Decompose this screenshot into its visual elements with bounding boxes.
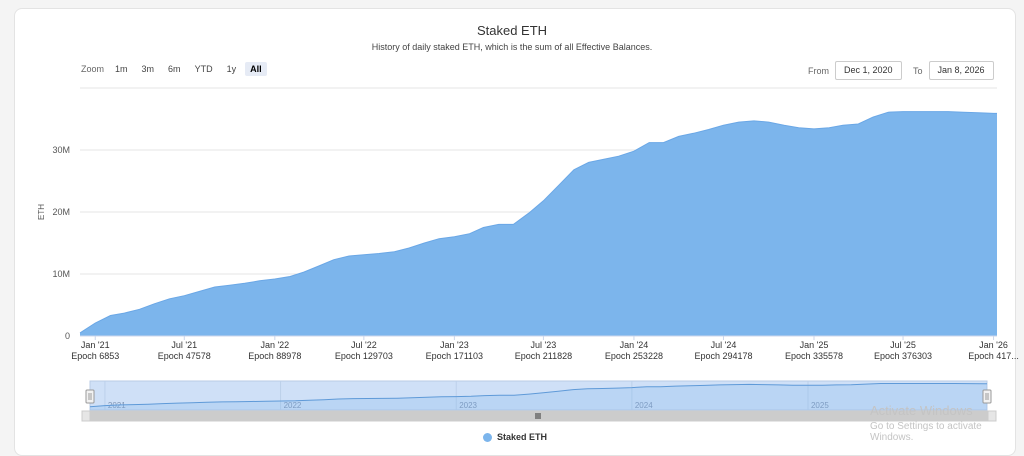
x-tick-epoch: Epoch 171103 xyxy=(426,351,483,361)
x-tick-label: Jul '22 xyxy=(351,340,377,350)
zoom-3m-button[interactable]: 3m xyxy=(141,64,155,74)
x-tick-epoch: Epoch 47578 xyxy=(158,351,211,361)
activate-windows-title: Activate Windows xyxy=(870,403,973,418)
series-line-staked-eth xyxy=(79,111,997,334)
x-tick-label: Jul '24 xyxy=(711,340,737,350)
activate-windows-hint: Go to Settings to activate Windows. xyxy=(870,421,982,443)
navigator-series-area xyxy=(90,383,987,410)
x-tick-label: Jul '23 xyxy=(531,340,557,350)
x-tick-epoch: Epoch 88978 xyxy=(248,351,301,361)
y-tick-label: 20M xyxy=(52,207,70,217)
x-tick-label: Jan '22 xyxy=(260,340,289,350)
range-from: From Dec 1, 2020 xyxy=(808,61,902,80)
zoom-bar: Zoom 1m 3m 6m YTD 1y All xyxy=(81,62,271,76)
y-axis-title: ETH xyxy=(37,204,46,220)
x-tick-epoch: Epoch 294178 xyxy=(694,351,752,361)
x-tick-epoch: Epoch 335578 xyxy=(785,351,843,361)
x-tick-epoch: Epoch 211828 xyxy=(515,351,572,361)
scrollbar-right-arrow[interactable] xyxy=(987,410,997,422)
x-tick-label: Jan '23 xyxy=(440,340,469,350)
x-tick-label: Jan '24 xyxy=(620,340,649,350)
y-tick-label: 30M xyxy=(52,145,70,155)
navigator-year-label: 2022 xyxy=(284,401,302,410)
navigator-right-handle[interactable] xyxy=(982,389,992,404)
navigator-year-label: 2024 xyxy=(635,401,653,410)
legend-marker xyxy=(483,432,492,442)
navigator-year-label: 2023 xyxy=(459,401,477,410)
from-label: From xyxy=(808,65,829,76)
to-date-input[interactable]: Jan 8, 2026 xyxy=(928,61,994,80)
y-tick-label: 10M xyxy=(52,269,70,279)
x-tick-label: Jul '21 xyxy=(171,340,197,350)
y-tick-label: 0 xyxy=(65,331,70,341)
x-tick-epoch: Epoch 417... xyxy=(968,351,1019,361)
x-tick-label: Jan '26 xyxy=(979,340,1008,350)
zoom-1y-button[interactable]: 1y xyxy=(226,64,237,74)
chart-subtitle: History of daily staked ETH, which is th… xyxy=(371,42,653,52)
scrollbar-left-arrow[interactable] xyxy=(81,410,91,422)
x-tick-epoch: Epoch 129703 xyxy=(335,351,393,361)
from-date-input[interactable]: Dec 1, 2020 xyxy=(835,61,902,80)
navigator-series-line xyxy=(89,383,987,408)
x-tick-label: Jul '25 xyxy=(890,340,916,350)
zoom-all-button[interactable]: All xyxy=(245,62,267,76)
to-label: To xyxy=(913,65,923,76)
x-tick-epoch: Epoch 253228 xyxy=(605,351,663,361)
legend[interactable]: Staked ETH xyxy=(483,432,547,442)
zoom-label: Zoom xyxy=(81,64,105,74)
x-tick-epoch: Epoch 6853 xyxy=(71,351,119,361)
series-area-staked-eth xyxy=(80,111,997,336)
range-to: To Jan 8, 2026 xyxy=(913,61,994,80)
navigator-year-label: 2025 xyxy=(811,401,829,410)
x-tick-epoch: Epoch 376303 xyxy=(874,351,932,361)
zoom-ytd-button[interactable]: YTD xyxy=(194,64,213,74)
x-tick-label: Jan '21 xyxy=(81,340,110,350)
chart-title: Staked ETH xyxy=(476,23,548,38)
zoom-1m-button[interactable]: 1m xyxy=(115,64,128,74)
x-tick-label: Jan '25 xyxy=(800,340,829,350)
legend-label: Staked ETH xyxy=(497,432,548,442)
zoom-6m-button[interactable]: 6m xyxy=(168,64,181,74)
navigator-left-handle[interactable] xyxy=(85,389,95,404)
